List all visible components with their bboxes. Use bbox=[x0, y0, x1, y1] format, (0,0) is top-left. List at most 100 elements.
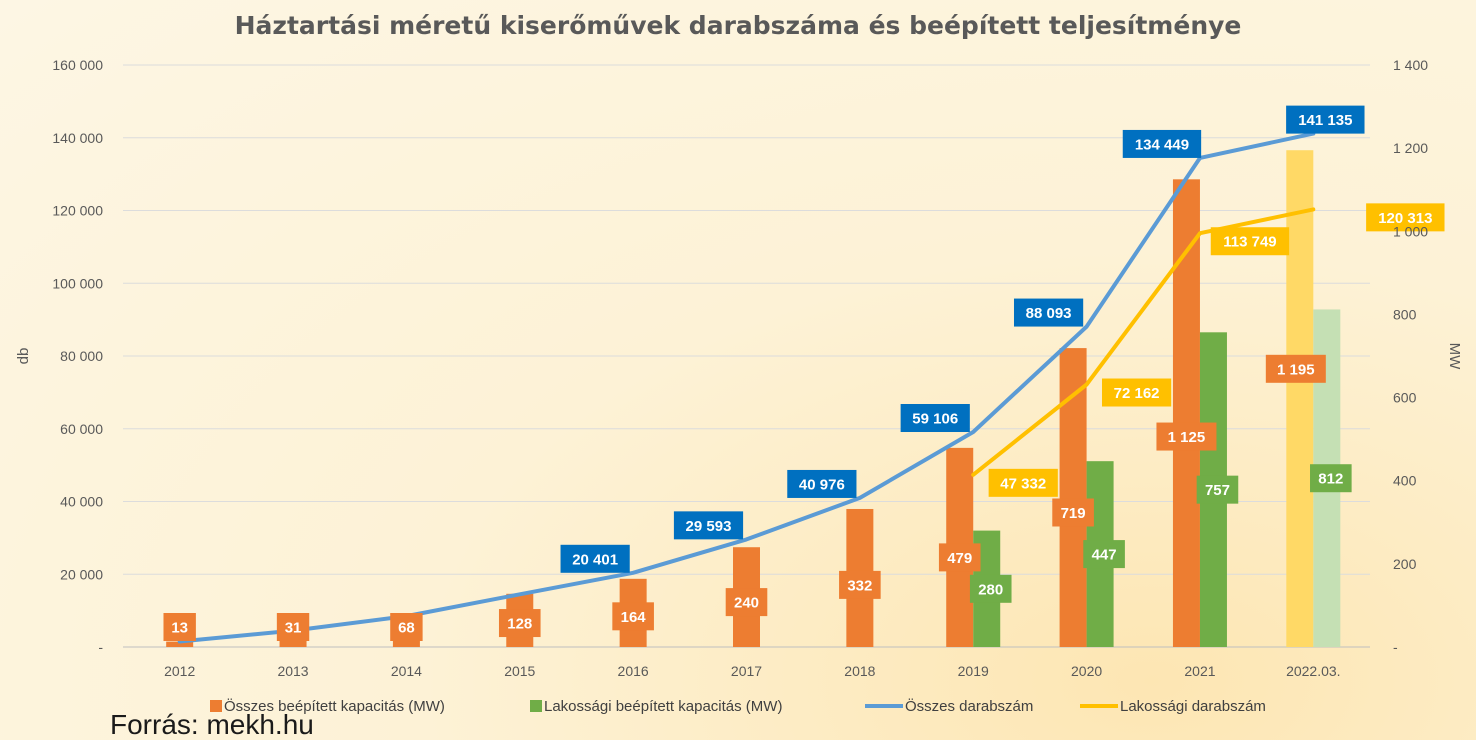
x-tick-label: 2018 bbox=[844, 663, 875, 679]
label-total-capacity: 128 bbox=[498, 609, 541, 638]
label-total-capacity-text: 240 bbox=[734, 595, 759, 612]
label-total-capacity: 332 bbox=[839, 570, 881, 599]
legend-item: Lakossági darabszám bbox=[1080, 698, 1266, 715]
bar-total-capacity bbox=[166, 641, 194, 647]
y-right-tick-label: 1 400 bbox=[1393, 57, 1428, 73]
x-tick-label: 2016 bbox=[618, 663, 649, 679]
legend-item: Összes beépített kapacitás (MW) bbox=[210, 697, 445, 715]
label-total-capacity-text: 164 bbox=[621, 609, 647, 626]
label-total-count-box bbox=[900, 404, 970, 433]
label-residential-capacity: 280 bbox=[969, 574, 1012, 603]
series-lines bbox=[177, 131, 1316, 644]
label-residential-count-box bbox=[1366, 203, 1445, 232]
label-residential-capacity: 812 bbox=[1310, 464, 1352, 493]
y-axis-left-title: db bbox=[15, 348, 32, 365]
label-total-count: 59 106 bbox=[900, 404, 970, 433]
bar-total-capacity bbox=[1172, 179, 1200, 648]
label-total-capacity-box bbox=[1156, 422, 1217, 451]
label-total-capacity: 164 bbox=[612, 602, 654, 631]
label-total-capacity-text: 31 bbox=[285, 620, 302, 637]
y-right-tick-label: 600 bbox=[1393, 390, 1417, 406]
label-residential-capacity-text: 757 bbox=[1205, 482, 1230, 499]
x-tick-label: 2021 bbox=[1184, 663, 1215, 679]
y-left-tick-label: 160 000 bbox=[52, 57, 103, 73]
y-left-tick-label: 120 000 bbox=[52, 203, 103, 219]
label-residential-capacity-box bbox=[969, 574, 1012, 603]
label-residential-capacity-box bbox=[1196, 475, 1239, 504]
label-total-capacity-box bbox=[839, 570, 881, 599]
label-residential-count-box bbox=[988, 468, 1058, 497]
data-labels: 13 31 68 128 164 240 332 479 280 719 447 1 125 757 1 … bbox=[163, 105, 1445, 641]
x-tick-label: 2020 bbox=[1071, 663, 1102, 679]
label-total-capacity-box bbox=[612, 602, 654, 631]
label-total-capacity: 240 bbox=[725, 588, 768, 617]
label-total-count: 134 449 bbox=[1122, 129, 1202, 158]
y-left-tick-label: 100 000 bbox=[52, 275, 103, 291]
y-right-tick-label: - bbox=[1393, 639, 1398, 655]
line-residential-count bbox=[971, 207, 1316, 477]
y-right-tick-label: 400 bbox=[1393, 473, 1417, 489]
label-total-capacity: 1 195 bbox=[1265, 354, 1326, 383]
legend-item: Lakossági beépített kapacitás (MW) bbox=[530, 698, 782, 715]
label-total-capacity: 31 bbox=[276, 613, 310, 641]
label-total-capacity-box bbox=[725, 588, 768, 617]
label-total-count-box bbox=[673, 511, 744, 540]
gridlines bbox=[123, 64, 1370, 648]
line-total-count bbox=[177, 131, 1316, 644]
label-total-capacity: 13 bbox=[163, 613, 196, 641]
label-total-capacity-text: 68 bbox=[398, 620, 415, 637]
label-total-count-box bbox=[1013, 298, 1084, 327]
label-total-count-box bbox=[1286, 105, 1365, 134]
legend-label: Összes beépített kapacitás (MW) bbox=[224, 697, 445, 715]
label-total-capacity: 1 125 bbox=[1156, 422, 1217, 451]
label-residential-count: 47 332 bbox=[988, 468, 1058, 497]
legend-label: Összes darabszám bbox=[905, 697, 1033, 715]
label-total-count-box bbox=[1122, 129, 1202, 158]
label-total-capacity-box bbox=[498, 609, 541, 638]
label-total-count-text: 59 106 bbox=[912, 411, 958, 428]
label-residential-capacity-box bbox=[1083, 540, 1125, 569]
label-total-count: 88 093 bbox=[1013, 298, 1084, 327]
label-residential-count: 72 162 bbox=[1101, 378, 1172, 407]
label-total-count-text: 20 401 bbox=[572, 551, 618, 568]
label-total-capacity-box bbox=[276, 613, 310, 641]
x-tick-label: 2012 bbox=[164, 663, 195, 679]
y-axis-right-title: MW bbox=[1446, 343, 1463, 370]
label-residential-count-text: 47 332 bbox=[1000, 475, 1046, 492]
label-residential-capacity: 757 bbox=[1196, 475, 1239, 504]
label-total-count-text: 88 093 bbox=[1026, 305, 1072, 322]
label-total-capacity-text: 1 195 bbox=[1277, 361, 1315, 378]
label-total-count-box bbox=[560, 544, 630, 573]
label-total-count-text: 141 135 bbox=[1298, 112, 1352, 129]
label-residential-capacity-box bbox=[1310, 464, 1352, 493]
x-tick-label: 2017 bbox=[731, 663, 762, 679]
label-residential-capacity-text: 812 bbox=[1318, 471, 1343, 488]
bar-total-capacity bbox=[1059, 348, 1087, 647]
label-total-capacity-text: 719 bbox=[1061, 505, 1086, 522]
label-total-capacity-box bbox=[1265, 354, 1326, 383]
legend-swatch bbox=[530, 700, 542, 712]
y-right-tick-label: 200 bbox=[1393, 556, 1417, 572]
label-total-count-box bbox=[787, 469, 857, 498]
label-residential-capacity-text: 447 bbox=[1092, 547, 1117, 564]
legend-item: Összes darabszám bbox=[865, 697, 1033, 715]
label-residential-count-box bbox=[1101, 378, 1172, 407]
y-right-tick-label: 1 000 bbox=[1393, 223, 1428, 239]
label-total-capacity-box bbox=[390, 613, 423, 641]
label-total-count: 40 976 bbox=[787, 469, 857, 498]
label-residential-capacity-text: 280 bbox=[978, 581, 1003, 598]
y-left-tick-label: 80 000 bbox=[60, 348, 103, 364]
legend: Összes beépített kapacitás (MW) Lakossági… bbox=[210, 697, 1266, 715]
x-tick-label: 2022.03. bbox=[1286, 663, 1341, 679]
label-total-capacity-text: 479 bbox=[947, 550, 972, 567]
source-note: Forrás: mekh.hu bbox=[110, 709, 314, 740]
label-residential-count-text: 113 749 bbox=[1223, 234, 1276, 251]
label-total-capacity-text: 13 bbox=[171, 620, 188, 637]
y-left-tick-label: 40 000 bbox=[60, 494, 103, 510]
chart-title: Háztartási méretű kiserőművek darabszáma… bbox=[235, 11, 1242, 40]
x-tick-label: 2014 bbox=[391, 663, 422, 679]
label-total-capacity-text: 332 bbox=[847, 577, 872, 594]
label-total-capacity-box bbox=[1052, 498, 1094, 527]
label-total-capacity: 719 bbox=[1052, 498, 1094, 527]
